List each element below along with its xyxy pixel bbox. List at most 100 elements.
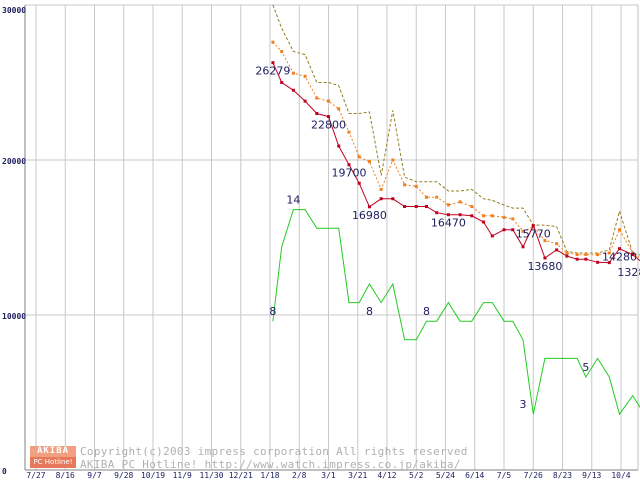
x-tick-label: 10/4 — [611, 471, 630, 480]
data-label: 14280 — [602, 251, 637, 264]
point-price_avg — [291, 71, 295, 75]
x-tick-label: 8/16 — [56, 471, 75, 480]
point-price_min — [435, 211, 439, 215]
url-watermark: AKIBA PC Hotline! http://www.watch.impre… — [80, 458, 461, 471]
point-price_min — [379, 197, 383, 201]
data-label: 16980 — [352, 209, 387, 222]
x-tick-label: 10/19 — [141, 471, 165, 480]
point-price_avg — [414, 184, 418, 188]
point-price_min — [367, 205, 371, 209]
x-tick-label: 9/13 — [582, 471, 601, 480]
point-price_min — [424, 205, 428, 208]
data-label: 8 — [366, 305, 373, 318]
point-price_min — [575, 257, 579, 261]
x-tick-label: 9/28 — [114, 471, 133, 480]
point-price_avg — [631, 251, 635, 255]
x-tick-label: 3/1 — [321, 471, 336, 480]
point-price_min — [303, 99, 307, 103]
data-label: 14 — [286, 194, 300, 207]
point-price_min — [531, 224, 535, 228]
akiba-logo-bottom: PC Hotline! — [30, 457, 76, 468]
data-label: 15770 — [516, 228, 551, 241]
chart-axes — [24, 5, 639, 471]
data-label: 13280 — [617, 266, 640, 279]
point-price_min — [502, 228, 506, 232]
point-price_avg — [490, 214, 494, 218]
x-tick-label: 2/8 — [292, 471, 307, 480]
point-price_avg — [315, 96, 319, 100]
x-tick-label: 7/26 — [524, 471, 543, 480]
point-price_min — [521, 245, 525, 249]
akiba-logo-top: AKIBA — [30, 446, 76, 457]
point-price_avg — [379, 187, 383, 191]
akiba-logo: AKIBA PC Hotline! — [30, 446, 76, 468]
x-tick-label: 9/7 — [87, 471, 102, 480]
x-tick-label: 6/14 — [465, 471, 484, 480]
data-labels: 26279 22800 19700 16980 16470 15770 13680 14280… — [255, 65, 640, 412]
x-tick-label: 12/21 — [229, 471, 253, 480]
point-price_min — [511, 228, 515, 232]
point-price_avg — [596, 253, 600, 257]
series-line-price_min — [272, 62, 640, 264]
point-price_min — [327, 115, 330, 119]
x-tick-label: 1/18 — [260, 471, 279, 480]
point-price_avg — [367, 160, 371, 164]
point-price_avg — [280, 50, 284, 53]
point-price_min — [482, 220, 486, 224]
point-price_avg — [565, 251, 569, 255]
point-price_min — [584, 257, 588, 261]
point-price_min — [291, 88, 295, 92]
point-price_min — [631, 253, 635, 257]
x-axis-tick-labels: 7/27 8/16 9/7 9/28 10/19 11/9 11/30 12/21 1/18 2/… — [26, 471, 630, 480]
point-price_min — [470, 214, 474, 218]
point-price_avg — [543, 239, 547, 243]
point-price_avg — [357, 155, 361, 159]
data-label: 19700 — [331, 167, 366, 180]
y-axis-tick-labels: 0 10000 20000 30000 — [2, 6, 26, 476]
point-price_min — [596, 260, 600, 264]
point-price_avg — [337, 107, 341, 111]
point-price_min — [607, 261, 611, 265]
x-tick-label: 7/5 — [497, 471, 512, 480]
point-price_min — [565, 254, 569, 258]
x-tick-label: 5/24 — [436, 471, 455, 480]
x-tick-label: 5/2 — [409, 471, 424, 480]
point-price_min — [347, 163, 351, 167]
point-price_min — [446, 213, 450, 217]
point-price_avg — [403, 183, 407, 187]
x-tick-label: 3/21 — [348, 471, 367, 480]
point-price_avg — [446, 203, 450, 207]
point-price_min — [555, 248, 559, 252]
data-label: 3 — [520, 398, 527, 411]
point-price_avg — [521, 229, 525, 233]
y-tick-label: 30000 — [2, 6, 26, 15]
point-price_avg — [347, 130, 351, 134]
point-price_avg — [303, 74, 307, 78]
point-price_avg — [511, 217, 515, 221]
point-price_min — [391, 197, 395, 201]
point-price_avg — [555, 242, 559, 246]
point-price_min — [337, 144, 341, 148]
point-price_min — [271, 61, 275, 65]
point-price_avg — [327, 99, 330, 103]
data-label: 13680 — [527, 260, 562, 273]
point-price_min — [357, 181, 361, 185]
point-price_avg — [502, 215, 506, 219]
y-tick-label: 20000 — [2, 157, 26, 166]
point-price_avg — [271, 40, 275, 44]
point-price_avg — [482, 214, 486, 218]
x-tick-label: 11/9 — [173, 471, 192, 480]
point-price_min — [280, 81, 284, 84]
point-price_avg — [391, 158, 395, 162]
x-tick-label: 4/12 — [377, 471, 396, 480]
x-tick-label: 11/30 — [199, 471, 223, 480]
y-tick-label: 10000 — [2, 312, 26, 321]
point-price_avg — [607, 251, 611, 255]
point-price_min — [618, 247, 622, 251]
data-label: 5 — [582, 361, 589, 374]
series-line-price_avg — [272, 41, 640, 259]
point-price_avg — [470, 205, 474, 208]
data-label: 8 — [423, 305, 430, 318]
x-tick-label: 8/23 — [553, 471, 572, 480]
